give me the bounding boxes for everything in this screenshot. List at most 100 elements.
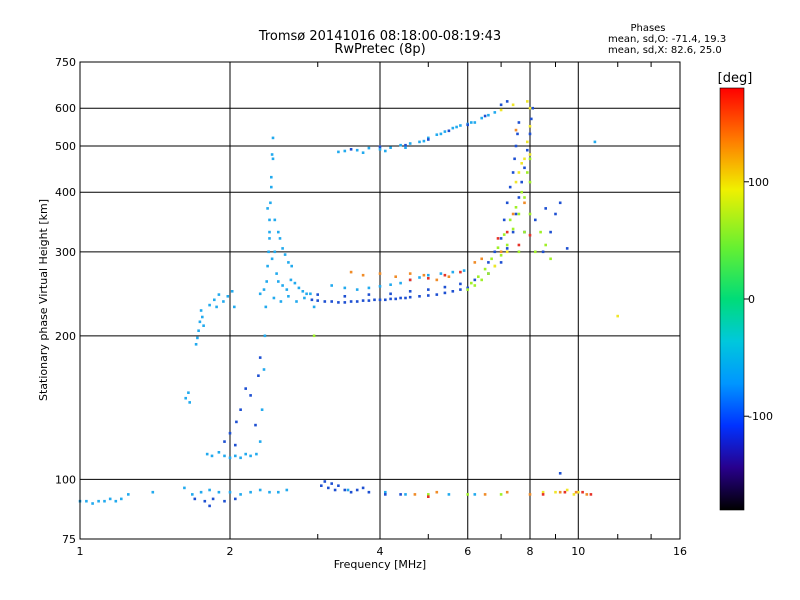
data-point (389, 146, 392, 149)
data-point (258, 440, 262, 443)
data-point (427, 136, 430, 140)
data-point (187, 391, 190, 394)
data-point (399, 281, 402, 285)
data-point (404, 146, 407, 149)
data-point (281, 247, 284, 250)
data-point (404, 493, 407, 496)
data-point (367, 146, 371, 150)
data-point (435, 133, 439, 136)
data-point (541, 250, 545, 254)
data-point (511, 227, 515, 231)
data-point (544, 207, 547, 210)
stats-line-o: mean, sd,O: -71.4, 19.3 (608, 34, 726, 45)
data-point (563, 490, 567, 494)
data-point (188, 401, 191, 404)
data-point (270, 153, 274, 156)
stats-line-x: mean, sd,X: 82.6, 25.0 (608, 45, 722, 56)
data-point (499, 237, 503, 240)
colorbar-tick-label: 100 (748, 176, 769, 189)
data-point (293, 281, 297, 285)
data-point (203, 499, 207, 503)
data-point (447, 275, 451, 278)
data-point (191, 493, 194, 496)
data-point (361, 273, 365, 277)
data-point (249, 454, 252, 458)
colorbar-ticks: 100 0 -100 (744, 176, 773, 423)
data-point (239, 408, 242, 411)
data-point (459, 282, 462, 286)
data-point (254, 423, 257, 427)
data-point (443, 130, 447, 133)
data-point (378, 148, 382, 151)
data-point (480, 278, 483, 282)
data-point (205, 452, 209, 456)
data-point (418, 276, 421, 279)
data-point (505, 247, 509, 250)
data-point (234, 443, 237, 447)
data-point (505, 250, 509, 254)
data-point (183, 486, 186, 490)
data-point (487, 113, 490, 117)
data-point (499, 103, 503, 107)
data-point (114, 499, 118, 503)
data-point (228, 456, 232, 460)
data-point (244, 387, 247, 390)
data-point (526, 171, 529, 174)
data-point (480, 116, 483, 120)
data-point (399, 296, 402, 300)
data-point (528, 157, 532, 161)
data-point (337, 484, 340, 487)
data-point (404, 143, 407, 147)
data-point (277, 280, 280, 283)
data-point (451, 126, 455, 130)
data-point (266, 207, 269, 210)
data-point (593, 140, 597, 144)
x-tick-label: 2 (227, 545, 234, 558)
data-point (272, 296, 276, 300)
data-point (384, 149, 387, 153)
data-point (427, 495, 430, 498)
data-point (223, 440, 226, 443)
data-point (517, 243, 521, 247)
data-point (427, 288, 430, 291)
data-point (539, 230, 542, 234)
data-point (378, 285, 382, 288)
data-point (85, 499, 88, 503)
data-point (514, 144, 518, 148)
data-point (399, 493, 402, 496)
data-point (499, 261, 503, 264)
data-point (249, 394, 252, 397)
data-point (330, 284, 333, 287)
colorbar (719, 87, 745, 511)
y-tick-label: 75 (62, 533, 76, 546)
data-point (589, 493, 593, 496)
data-point (239, 493, 242, 496)
data-point (343, 488, 347, 492)
data-point (270, 257, 274, 261)
data-point (427, 273, 430, 277)
data-point (279, 300, 283, 303)
data-point (523, 196, 526, 199)
data-point (389, 283, 392, 286)
data-point (264, 305, 268, 309)
data-point (262, 288, 266, 291)
data-point (277, 230, 280, 234)
data-point (558, 472, 562, 475)
data-point (466, 123, 469, 127)
data-point (483, 493, 487, 496)
data-point (534, 250, 537, 254)
data-point (435, 490, 439, 494)
data-point (499, 250, 503, 254)
data-point (477, 275, 480, 278)
data-point (312, 334, 316, 338)
data-point (466, 286, 469, 290)
data-point (408, 295, 412, 299)
data-point (399, 143, 402, 147)
data-point (493, 111, 497, 114)
x-tick-label: 8 (527, 545, 534, 558)
x-tick-label: 6 (464, 545, 471, 558)
data-point (310, 298, 314, 302)
data-point (270, 185, 273, 189)
data-point (273, 218, 277, 222)
